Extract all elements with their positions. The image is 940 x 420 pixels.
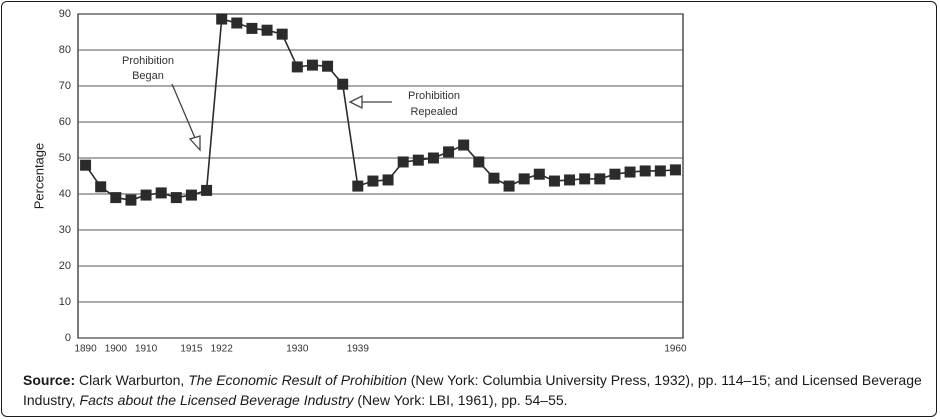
- annotation-arrow: [171, 83, 201, 152]
- data-point: [488, 172, 500, 184]
- x-tick-label: 1915: [180, 344, 203, 355]
- y-tick-label: 70: [59, 80, 71, 92]
- data-point: [367, 175, 379, 187]
- data-point: [594, 173, 606, 185]
- data-point: [579, 173, 591, 185]
- x-tick-label: 1910: [135, 344, 158, 355]
- data-point: [201, 184, 213, 196]
- annotation: Prohibition: [408, 90, 460, 102]
- data-point: [322, 60, 334, 72]
- source-label: Source:: [23, 372, 76, 388]
- data-point: [382, 174, 394, 186]
- data-point: [110, 192, 122, 204]
- data-point: [443, 146, 455, 158]
- data-point: [140, 189, 152, 201]
- y-tick-label: 30: [59, 224, 71, 236]
- source-title: The Economic Result of Prohibition: [188, 372, 407, 388]
- x-tick-label: 1939: [347, 344, 370, 355]
- data-point: [261, 24, 273, 36]
- data-point: [231, 17, 243, 29]
- y-tick-label: 10: [59, 296, 71, 308]
- data-point: [125, 194, 137, 206]
- data-line: [84, 18, 676, 201]
- source-text: Clark Warburton,: [79, 372, 189, 388]
- data-point: [639, 165, 651, 177]
- x-tick-label: 1960: [664, 344, 687, 355]
- data-point: [564, 174, 576, 186]
- x-tick-label: 1900: [105, 344, 128, 355]
- chart: Percentage Prohibition Began Prohibition…: [31, 8, 687, 355]
- y-tick-label: 80: [59, 44, 71, 56]
- data-point: [654, 165, 666, 177]
- data-point: [276, 28, 288, 40]
- data-point: [216, 13, 228, 25]
- data-point: [185, 189, 197, 201]
- data-point: [473, 156, 485, 168]
- data-point: [337, 78, 349, 90]
- source-title: Facts about the Licensed Beverage Indust…: [79, 392, 354, 408]
- source-text: (New York: LBI, 1961), pp. 54–55.: [353, 392, 568, 408]
- annotation: Prohibition: [122, 55, 174, 67]
- annotation-arrow: [348, 94, 392, 110]
- data-point: [609, 168, 621, 180]
- y-tick-label: 20: [59, 260, 71, 272]
- data-point: [291, 61, 303, 73]
- annotation: Repealed: [410, 106, 457, 118]
- data-point: [306, 59, 318, 71]
- data-point: [170, 192, 182, 204]
- x-tick-label: 1930: [286, 344, 309, 355]
- x-tick-label: 1890: [74, 344, 97, 355]
- data-point: [427, 152, 439, 164]
- data-point: [412, 154, 424, 166]
- data-point: [458, 139, 470, 151]
- y-tick-label: 60: [59, 116, 71, 128]
- y-tick-label: 40: [59, 188, 71, 200]
- data-point: [503, 180, 515, 192]
- data-point: [397, 156, 409, 168]
- data-point: [518, 173, 530, 185]
- data-point: [669, 164, 681, 176]
- y-tick-label: 90: [59, 8, 71, 20]
- y-axis-label: Percentage: [31, 143, 46, 210]
- data-point: [155, 187, 167, 199]
- data-point: [624, 166, 636, 178]
- source-note: Source: Clark Warburton, The Economic Re…: [23, 370, 923, 410]
- y-tick-label: 0: [65, 332, 71, 344]
- data-point: [533, 168, 545, 180]
- data-point: [352, 180, 364, 192]
- data-point: [548, 175, 560, 187]
- x-tick-label: 1922: [211, 344, 234, 355]
- data-point: [80, 159, 92, 171]
- data-point: [246, 22, 258, 34]
- data-point: [95, 181, 107, 193]
- source-text: (New York: Columbia University Press, 19…: [23, 372, 922, 408]
- annotation: Began: [132, 70, 164, 82]
- y-tick-label: 50: [59, 152, 71, 164]
